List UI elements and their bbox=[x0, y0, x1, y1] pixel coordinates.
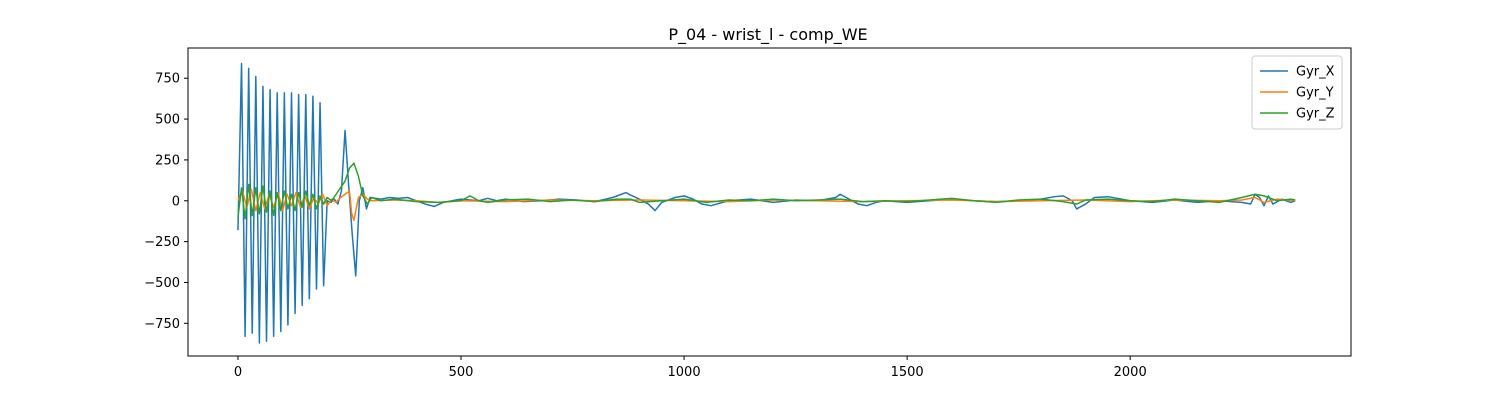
y-tick-label: 500 bbox=[155, 113, 180, 128]
y-tick-label: −250 bbox=[144, 235, 180, 250]
series-line-gyr-y bbox=[237, 188, 1296, 222]
x-tick-label: 500 bbox=[449, 365, 474, 380]
legend: Gyr_X Gyr_Y Gyr_Z bbox=[1251, 55, 1343, 130]
y-tick-label: −500 bbox=[144, 276, 180, 291]
y-tick-label: 250 bbox=[155, 153, 180, 168]
x-tick-label: 2000 bbox=[1114, 365, 1147, 380]
legend-label: Gyr_Y bbox=[1296, 86, 1334, 101]
y-axis: −750 −500 −250 0 250 500 750 bbox=[144, 72, 188, 332]
x-tick-label: 0 bbox=[234, 365, 242, 380]
x-tick-label: 1000 bbox=[668, 365, 701, 380]
plot-area-frame bbox=[187, 47, 1352, 357]
legend-label: Gyr_X bbox=[1296, 65, 1335, 80]
y-tick-label: 0 bbox=[172, 194, 180, 209]
chart-title: P_04 - wrist_l - comp_WE bbox=[668, 25, 867, 45]
series-layer bbox=[237, 62, 1296, 344]
series-line-gyr-x bbox=[237, 62, 1296, 344]
y-tick-label: −750 bbox=[144, 317, 180, 332]
series-line-gyr-z bbox=[237, 162, 1296, 220]
x-axis: 0 500 1000 1500 2000 bbox=[234, 356, 1147, 380]
x-tick-label: 1500 bbox=[891, 365, 924, 380]
legend-box bbox=[1251, 55, 1343, 130]
legend-label: Gyr_Z bbox=[1296, 107, 1335, 122]
y-tick-label: 750 bbox=[155, 72, 180, 87]
